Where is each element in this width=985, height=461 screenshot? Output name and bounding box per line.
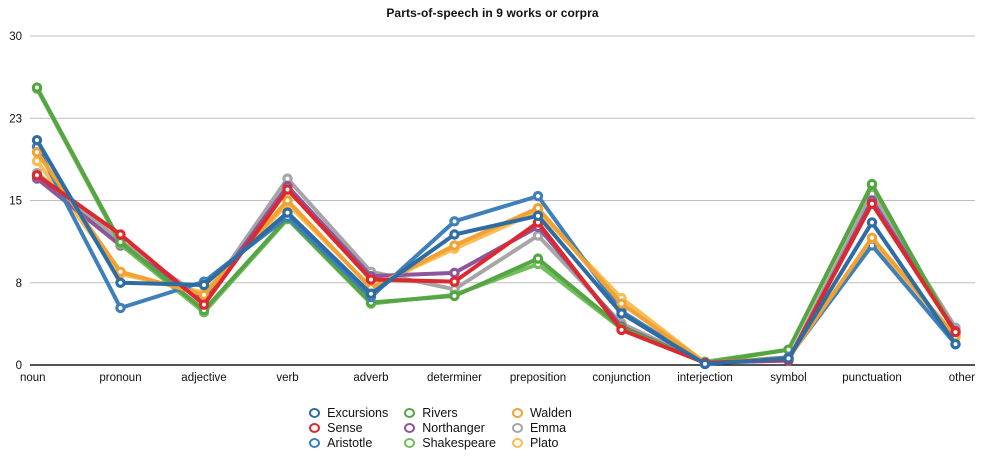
data-point-northanger <box>449 267 460 279</box>
data-point-walden <box>449 240 460 251</box>
data-point-sense <box>449 276 460 287</box>
legend-item-excursions: Excursions <box>309 405 388 420</box>
data-point-excursions <box>198 279 210 291</box>
category-label: noun <box>20 372 46 384</box>
category-label: adjective <box>181 372 226 384</box>
data-point-excursions <box>365 288 377 299</box>
legend-label: Walden <box>529 405 572 420</box>
series-line-rivers <box>35 85 958 365</box>
legend-label: Excursions <box>327 405 389 420</box>
data-point-sense <box>616 324 627 336</box>
series-line-excursions <box>35 138 958 366</box>
data-point-excursions <box>31 134 43 146</box>
category-label: interjection <box>677 372 733 384</box>
series-line-emma <box>35 171 958 365</box>
legend-ring-icon <box>404 407 416 418</box>
data-point-sense <box>282 184 293 195</box>
data-point-sense <box>115 229 126 240</box>
legend-ring-icon <box>511 437 523 448</box>
data-point-aristotle <box>449 216 460 227</box>
data-point-emma <box>532 230 544 241</box>
series-line-northanger <box>35 176 958 365</box>
legend-item-emma: Emma <box>511 420 572 435</box>
data-point-excursions <box>115 277 126 288</box>
legend-label: Shakespeare <box>422 435 496 450</box>
data-point-excursions <box>616 308 627 319</box>
legend-item-sense: Sense <box>309 420 388 435</box>
series-line-sense <box>35 173 958 365</box>
data-point-sense <box>866 198 878 209</box>
category-label: other <box>949 372 975 384</box>
category-label: conjunction <box>592 372 650 384</box>
legend-item-shakespeare: Shakespeare <box>404 435 496 450</box>
data-point-rivers <box>532 253 544 264</box>
data-point-excursions <box>783 353 794 364</box>
data-point-aristotle <box>115 302 126 314</box>
legend-item-walden: Walden <box>511 405 572 420</box>
data-point-aristotle <box>532 190 544 202</box>
category-label: symbol <box>770 372 806 384</box>
legend-item-plato: Plato <box>511 435 572 450</box>
data-point-excursions <box>699 358 711 370</box>
legend-label: Aristotle <box>327 435 373 450</box>
legend-ring-icon <box>404 437 416 448</box>
data-point-walden <box>31 147 43 158</box>
legend-item-aristotle: Aristotle <box>309 435 388 450</box>
data-point-sense <box>31 170 43 181</box>
legend-label: Sense <box>327 420 363 435</box>
y-axis-label: 15 <box>9 196 22 208</box>
data-point-sense <box>950 326 961 338</box>
data-point-excursions <box>950 338 961 350</box>
data-point-sense <box>198 299 210 310</box>
legend-label: Plato <box>529 435 559 450</box>
chart-title: Parts-of-speech in 9 works or corpra <box>386 6 599 20</box>
category-label: verb <box>276 372 298 384</box>
data-point-excursions <box>532 210 544 222</box>
legend-grid: Excursions Sense Aristotle Rivers Northanger… <box>309 405 572 450</box>
legend-label: Rivers <box>422 405 458 420</box>
y-axis-label: 23 <box>9 113 22 125</box>
series-line-walden <box>35 150 958 365</box>
data-point-walden <box>866 232 878 243</box>
legend-label: Emma <box>529 420 567 435</box>
data-point-rivers <box>31 82 43 93</box>
legend-ring-icon <box>511 422 523 433</box>
data-point-sense <box>365 274 377 285</box>
legend: Excursions Sense Aristotle Rivers Northanger… <box>0 405 985 450</box>
series-line-aristotle <box>35 144 958 366</box>
category-label: pronoun <box>99 372 141 384</box>
legend-label: Northanger <box>422 420 485 435</box>
legend-item-rivers: Rivers <box>404 405 496 420</box>
category-label: preposition <box>510 372 566 384</box>
data-point-walden <box>198 289 210 301</box>
data-point-excursions <box>866 217 878 228</box>
data-point-walden <box>616 298 627 309</box>
data-point-excursions <box>282 207 293 218</box>
y-axis-label: 8 <box>16 278 22 290</box>
legend-ring-icon <box>404 422 416 433</box>
legend-ring-icon <box>309 437 321 448</box>
data-point-walden <box>115 266 126 277</box>
legend-ring-icon <box>309 422 321 433</box>
legend-item-northanger: Northanger <box>404 420 496 435</box>
category-label: determiner <box>427 372 482 384</box>
legend-ring-icon <box>309 407 321 418</box>
category-label: adverb <box>353 372 388 384</box>
category-label: punctuation <box>842 372 901 384</box>
data-point-rivers <box>449 290 460 302</box>
data-point-excursions <box>449 229 460 240</box>
y-axis-label: 0 <box>16 360 22 372</box>
data-point-rivers <box>866 178 878 190</box>
y-axis-label: 30 <box>9 31 22 43</box>
data-point-walden <box>282 195 293 206</box>
legend-ring-icon <box>511 407 523 418</box>
